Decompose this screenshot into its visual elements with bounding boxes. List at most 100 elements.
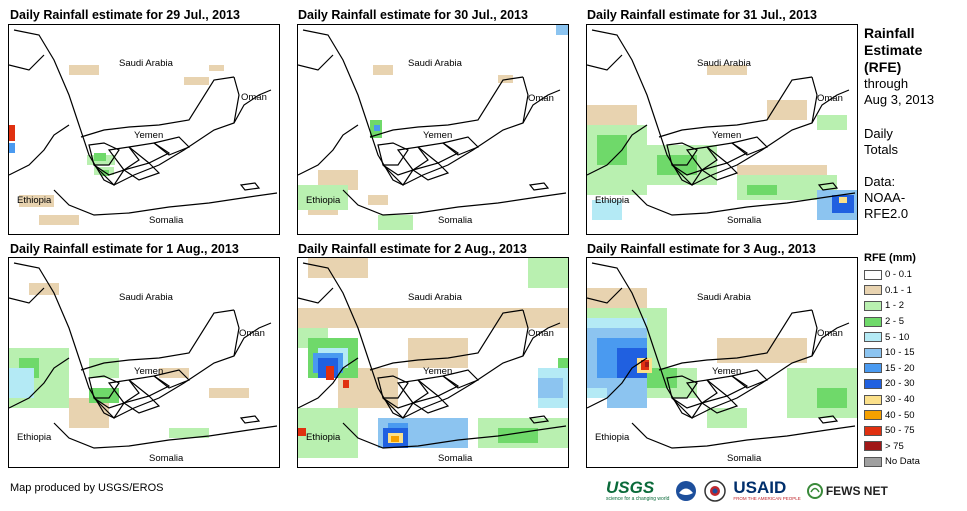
border-line <box>591 262 850 419</box>
border-line <box>416 142 460 164</box>
rainfall-patches <box>587 288 857 428</box>
border-line <box>152 369 191 389</box>
border-line <box>705 375 749 397</box>
panel-title-3: Daily Rainfall estimate for 31 Jul., 201… <box>587 8 817 22</box>
border-line <box>13 262 272 419</box>
sidebar-data-label: Data: <box>864 174 896 189</box>
label-saudi-arabia: Saudi Arabia <box>697 58 752 69</box>
legend-item: 1 - 2 <box>864 298 920 314</box>
border-line <box>700 162 739 181</box>
border-line <box>441 369 480 389</box>
panel-title-1: Daily Rainfall estimate for 29 Jul., 201… <box>10 8 240 22</box>
rainfall-patches <box>298 25 568 230</box>
border-line <box>298 54 334 71</box>
legend-label: 0 - 0.1 <box>885 269 912 281</box>
fews-net-logo: FEWS NET <box>806 483 888 499</box>
border-line <box>591 29 850 186</box>
country-borders <box>9 29 278 216</box>
country-borders <box>587 29 856 216</box>
border-line <box>127 375 171 397</box>
rainfall-map-1: Saudi Arabia Oman Yemen Ethiopia Somalia <box>8 24 280 235</box>
border-line <box>631 189 856 216</box>
legend-label: 20 - 30 <box>885 378 915 390</box>
legend-label: 0.1 - 1 <box>885 284 912 296</box>
sidebar-info: Rainfall Estimate (RFE) through Aug 3, 2… <box>864 25 934 222</box>
border-line <box>13 29 272 186</box>
label-ethiopia: Ethiopia <box>306 432 341 443</box>
sidebar-title-3: (RFE) <box>864 59 902 75</box>
border-line <box>700 395 739 414</box>
border-line <box>685 379 718 404</box>
legend-label: 40 - 50 <box>885 409 915 421</box>
border-line <box>239 182 261 191</box>
border-line <box>369 76 524 138</box>
border-line <box>685 146 718 171</box>
border-line <box>658 309 813 371</box>
legend-item: 50 - 75 <box>864 423 920 439</box>
border-line <box>522 76 529 124</box>
label-oman: Oman <box>241 92 267 103</box>
border-line <box>9 357 70 409</box>
border-line <box>730 369 769 389</box>
label-yemen: Yemen <box>423 366 452 377</box>
border-line <box>122 395 161 414</box>
map-country-labels: Saudi Arabia Oman Yemen Ethiopia Somalia <box>595 292 843 464</box>
legend-swatch <box>864 378 882 389</box>
panel-title-6: Daily Rainfall estimate for 3 Aug., 2013 <box>587 242 816 256</box>
usgs-wordmark: USGS <box>606 478 655 497</box>
sidebar-title-1: Rainfall <box>864 25 915 41</box>
label-ethiopia: Ethiopia <box>17 195 52 206</box>
border-line <box>528 182 550 191</box>
label-ethiopia: Ethiopia <box>17 432 52 443</box>
legend-label: 15 - 20 <box>885 362 915 374</box>
label-yemen: Yemen <box>134 366 163 377</box>
country-borders <box>587 262 856 449</box>
border-line <box>631 422 856 449</box>
border-line <box>9 287 45 304</box>
border-line <box>152 136 191 156</box>
border-line <box>53 189 278 216</box>
legend-item: 0 - 0.1 <box>864 267 920 283</box>
rainfall-map-4: Saudi Arabia Oman Yemen Ethiopia Somalia <box>8 257 280 468</box>
border-line <box>233 309 240 357</box>
border-line <box>122 162 161 181</box>
border-line <box>302 29 561 186</box>
legend-swatch <box>864 285 882 296</box>
usgs-logo: USGS science for a changing world <box>606 478 669 502</box>
label-somalia: Somalia <box>438 453 473 464</box>
nws-logo-icon <box>704 480 727 502</box>
legend-swatch <box>864 456 882 467</box>
sidebar-title-2: Estimate <box>864 42 923 58</box>
map-country-labels: Saudi Arabia Oman Yemen Ethiopia Somalia <box>17 292 265 464</box>
legend-swatch <box>864 269 882 280</box>
legend-item: 40 - 50 <box>864 407 920 423</box>
legend-label: > 75 <box>885 440 904 452</box>
label-ethiopia: Ethiopia <box>595 195 630 206</box>
fews-net-wordmark: FEWS NET <box>825 484 888 498</box>
border-line <box>811 309 818 357</box>
border-line <box>302 262 561 419</box>
border-line <box>342 422 567 449</box>
label-oman: Oman <box>528 93 554 104</box>
legend-items: 0 - 0.1 0.1 - 1 1 - 2 2 - 5 5 - 10 10 - 15 15 … <box>864 267 920 470</box>
panel-title-4: Daily Rainfall estimate for 1 Aug., 2013 <box>10 242 239 256</box>
legend-title: RFE (mm) <box>864 252 916 264</box>
legend-swatch <box>864 441 882 452</box>
border-line <box>377 142 409 166</box>
legend-swatch <box>864 410 882 421</box>
legend-item: 5 - 10 <box>864 329 920 345</box>
label-yemen: Yemen <box>423 130 452 141</box>
legend-label: 30 - 40 <box>885 394 915 406</box>
legend-swatch <box>864 332 882 343</box>
label-somalia: Somalia <box>149 215 184 226</box>
label-ethiopia: Ethiopia <box>595 432 630 443</box>
rainfall-patches <box>298 258 568 458</box>
border-line <box>658 76 813 138</box>
label-yemen: Yemen <box>134 130 163 141</box>
border-line <box>811 76 818 124</box>
border-line <box>298 124 359 176</box>
border-line <box>411 395 450 414</box>
border-line <box>705 142 749 164</box>
map-country-labels: Saudi Arabia Oman Yemen Ethiopia Somalia <box>306 58 554 226</box>
label-saudi-arabia: Saudi Arabia <box>408 58 463 69</box>
